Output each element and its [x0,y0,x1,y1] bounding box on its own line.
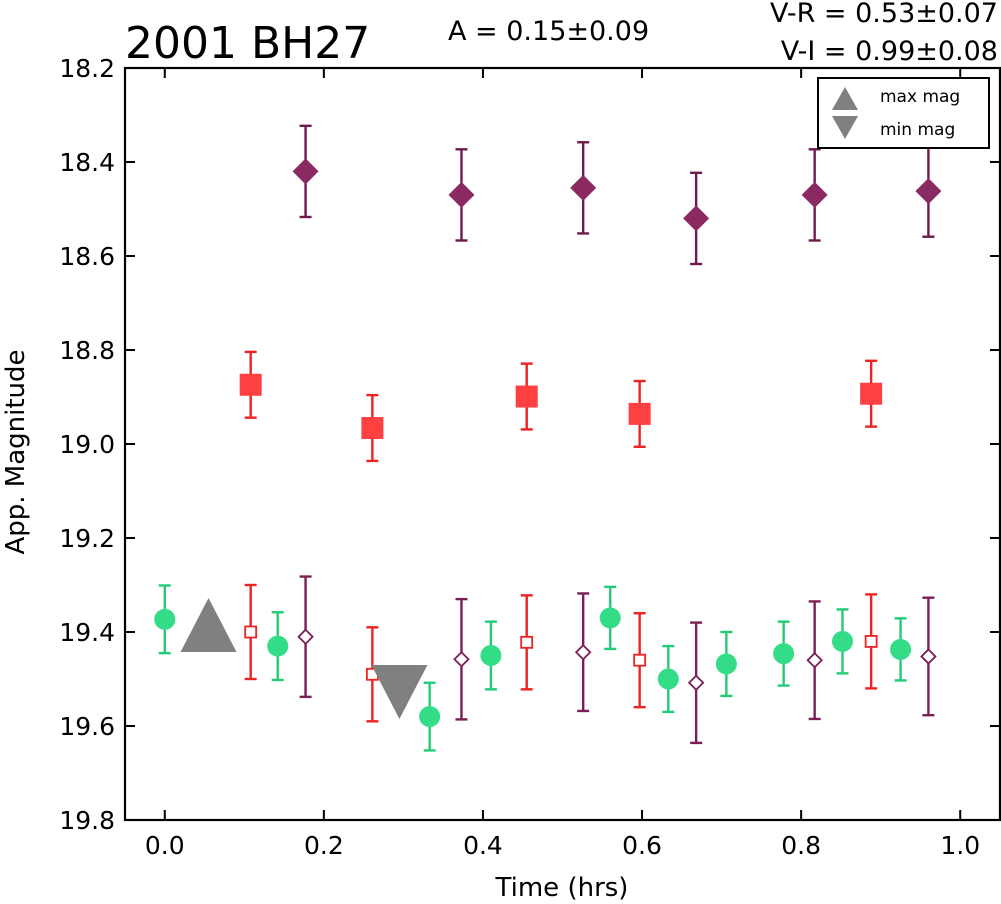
series-0-marker-3 [683,205,710,232]
series-1-marker-1 [361,417,384,440]
y-tick-label-8: 19.8 [59,806,115,835]
chart-title: 2001 BH27 [125,18,370,69]
series-4-marker-1 [453,650,470,668]
series-0-marker-2 [570,174,597,201]
series-2-marker-0 [154,608,176,630]
y-tick-label-6: 19.4 [59,618,115,647]
y-tick-label-5: 19.2 [59,524,115,553]
y-tick-label-7: 19.6 [59,712,115,741]
y-tick-label-2: 18.6 [59,242,115,271]
legend: max mag min mag [817,77,990,149]
series-0-marker-4 [801,181,828,208]
amplitude-annotation: A = 0.15±0.09 [448,16,649,47]
series-2-marker-7 [773,643,795,665]
series-2-marker-3 [480,645,502,666]
series-4-marker-3 [687,674,705,692]
y-tick-label-1: 18.4 [59,148,115,177]
plot-frame [123,66,1001,822]
v-r-color-annotation: V-R = 0.53±0.07 [770,0,998,29]
x-tick-label-5: 1.0 [940,831,980,860]
series-0-marker-5 [915,178,942,205]
series-2-marker-5 [657,668,679,690]
series-1-marker-3 [628,402,651,425]
series-2-marker-8 [832,630,853,652]
series-0-marker-1 [448,181,475,208]
x-tick-label-3: 0.6 [622,831,662,860]
legend-min-mag-icon [832,116,858,139]
y-tick-label-3: 18.8 [59,336,115,365]
series-0-marker-0 [292,158,319,185]
series-1-marker-2 [515,385,538,408]
series-2-marker-6 [715,653,737,675]
series-3-marker-3 [633,653,647,667]
legend-min-mag-label: min mag [880,120,955,140]
x-tick-label-4: 0.8 [781,831,821,860]
min-mag-marker [371,665,428,719]
axis-ticks: 0.0 0.2 0.4 0.6 0.8 1.0 18.2 18.4 18.6 18.8 19.0 19… [59,54,1000,860]
series-4-marker-4 [806,651,823,669]
x-tick-label-1: 0.2 [304,831,344,860]
series-1-marker-4 [860,382,883,405]
v-i-color-annotation: V-I = 0.99±0.08 [781,36,998,67]
legend-max-mag-label: max mag [880,87,960,107]
series-4-marker-5 [920,648,937,665]
x-axis-label: Time (hrs) [495,873,629,903]
series-4-marker-0 [297,628,314,645]
series-3-marker-4 [864,635,878,648]
plot-marks [154,124,942,752]
y-tick-label-4: 19.0 [59,430,115,459]
max-mag-marker [180,598,237,652]
series-2-marker-9 [890,638,912,660]
series-4-marker-2 [574,643,592,661]
series-2-marker-1 [267,635,289,657]
x-tick-label-2: 0.4 [463,831,503,860]
y-tick-label-0: 18.2 [59,54,115,83]
series-3-marker-0 [244,625,258,639]
x-tick-label-0: 0.0 [145,831,185,860]
series-2-marker-2 [419,706,441,728]
series-3-marker-2 [520,635,534,649]
series-1-marker-0 [239,373,262,396]
y-axis-label: App. Magnitude [1,349,31,554]
series-2-marker-4 [599,607,621,629]
legend-max-mag-icon [832,87,858,110]
